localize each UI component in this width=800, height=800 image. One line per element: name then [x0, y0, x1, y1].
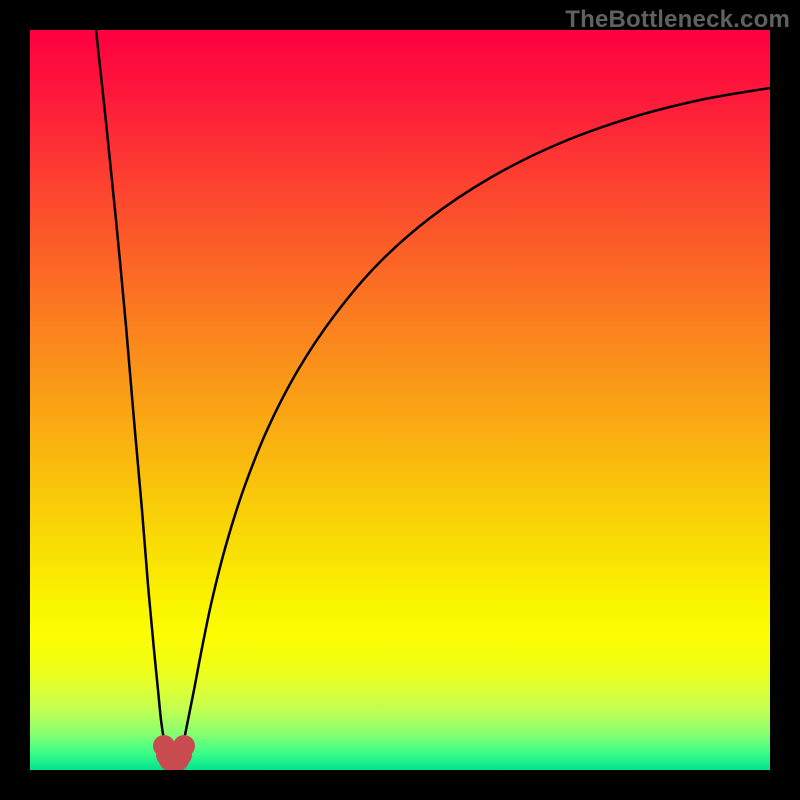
- valley-marker-dot: [173, 735, 195, 757]
- bottleneck-curve-chart: [30, 30, 770, 770]
- gradient-background: [30, 30, 770, 770]
- plot-area: [30, 30, 770, 770]
- chart-frame: TheBottleneck.com: [0, 0, 800, 800]
